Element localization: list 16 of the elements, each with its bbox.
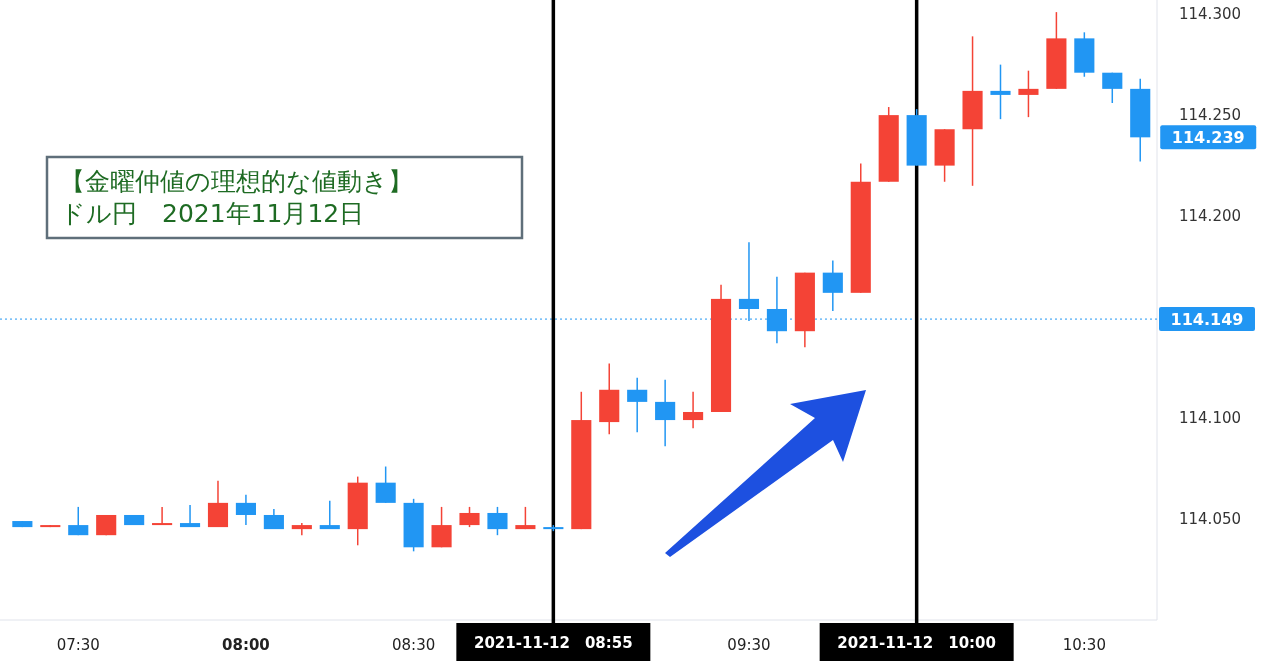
- ytick: 114.250: [1179, 106, 1241, 125]
- ref-label: 2021-11-12 08:55: [474, 634, 633, 652]
- ytick: 114.100: [1179, 409, 1241, 428]
- ref-label: 2021-11-12 10:00: [837, 634, 996, 652]
- ytick: 114.200: [1179, 207, 1241, 226]
- xtick: 10:30: [1062, 636, 1106, 654]
- annotation: 114.239: [1171, 128, 1245, 148]
- ytick: 114.300: [1179, 5, 1241, 24]
- ref-label: 114.149: [1170, 310, 1244, 330]
- xtick: 09:30: [727, 636, 771, 654]
- annotation: ドル円 2021年11月12日: [60, 199, 365, 228]
- xtick: 08:30: [392, 636, 436, 654]
- xtick: 07:30: [56, 636, 100, 654]
- xtick: 08:00: [222, 636, 270, 654]
- ytick: 114.050: [1179, 510, 1241, 528]
- annotation: 【金曜仲値の理想的な値動き】: [60, 167, 413, 196]
